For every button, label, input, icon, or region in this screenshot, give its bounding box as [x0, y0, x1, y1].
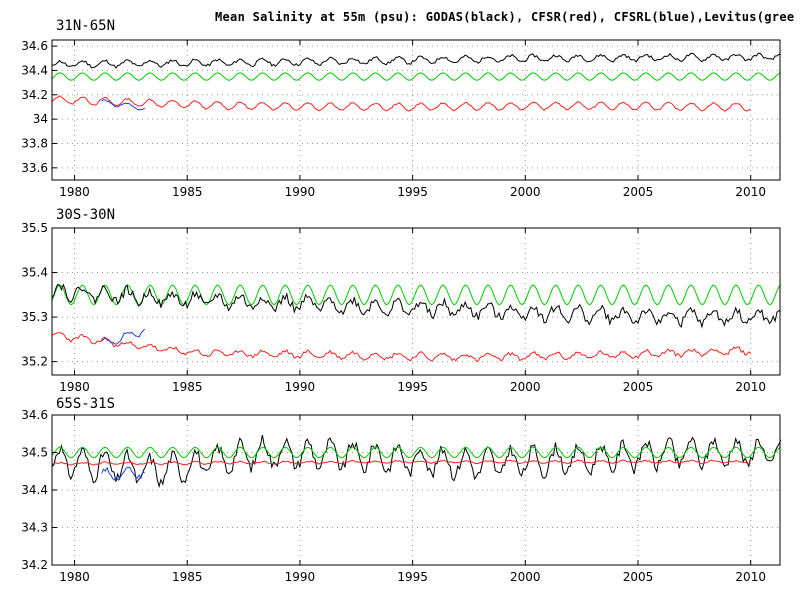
x-tick-label: 1985 [172, 570, 203, 584]
x-tick-label: 2005 [623, 380, 654, 394]
x-tick-label: 1995 [397, 185, 428, 199]
x-tick-label: 1995 [397, 380, 428, 394]
x-tick-label: 1985 [172, 380, 203, 394]
x-tick-label: 1980 [59, 185, 90, 199]
x-tick-label: 2005 [623, 185, 654, 199]
x-tick-label: 2010 [735, 380, 766, 394]
series-line-levitus [51, 284, 782, 306]
series-line-cfsrl [101, 99, 146, 111]
series-line-levitus [51, 72, 781, 81]
y-tick-label: 34.3 [21, 521, 48, 535]
y-tick-label: 34 [33, 112, 48, 126]
y-tick-label: 33.8 [21, 136, 48, 150]
panel-label: 30S-30N [56, 207, 115, 223]
x-tick-label: 2000 [510, 185, 541, 199]
y-tick-label: 35.2 [21, 355, 48, 369]
chart-title: Mean Salinity at 55m (psu): GODAS(black)… [215, 10, 795, 24]
panel-30s-30n: 30S-30N 1980 1985 1990 1995 2000 2005 2010 35.2 3… [21, 207, 782, 394]
series-line-levitus [51, 446, 782, 459]
series-line-godas [51, 52, 781, 69]
x-tick-label: 1990 [285, 380, 316, 394]
plot-frame [51, 39, 781, 181]
x-tick-label: 2000 [510, 570, 541, 584]
x-tick-label: 1980 [59, 570, 90, 584]
panel-65s-31s: 65S-31S 1980 1985 1990 1995 2000 2005 2010 34.2 3… [21, 396, 782, 584]
series-line-cfsrl [101, 466, 145, 482]
x-tick-label: 2010 [735, 185, 766, 199]
y-tick-label: 34.4 [21, 483, 48, 497]
y-tick-label: 35.4 [21, 266, 48, 280]
y-tick-label: 34.4 [21, 63, 48, 77]
panel-label: 31N-65N [56, 18, 115, 34]
series-line-cfsr [51, 332, 751, 362]
x-tick-label: 1995 [397, 570, 428, 584]
y-tick-label: 35.3 [21, 310, 48, 324]
series-line-godas [51, 435, 782, 489]
y-tick-label: 34.6 [21, 408, 48, 422]
x-tick-label: 1985 [172, 185, 203, 199]
y-tick-label: 33.6 [21, 161, 48, 175]
x-tick-label: 1990 [285, 185, 316, 199]
x-tick-label: 1980 [59, 380, 90, 394]
series-line-cfsr [51, 459, 751, 466]
y-tick-label: 34.2 [21, 558, 48, 572]
x-tick-label: 2010 [735, 570, 766, 584]
plot-frame [51, 414, 781, 566]
y-tick-label: 34.5 [21, 446, 48, 460]
x-tick-label: 1990 [285, 570, 316, 584]
y-tick-label: 35.5 [21, 221, 48, 235]
y-tick-label: 34.2 [21, 88, 48, 102]
panel-label: 65S-31S [56, 396, 115, 412]
x-tick-label: 2005 [623, 570, 654, 584]
series-line-cfsr [51, 95, 751, 112]
y-tick-label: 34.6 [21, 39, 48, 53]
series-line-cfsrl [101, 328, 146, 345]
panel-31n-65n: 31N-65N 1980 1985 1990 1995 2000 2005 2010 33.6 3… [21, 18, 781, 199]
series-line-godas [51, 283, 781, 329]
plot-frame [51, 227, 781, 376]
x-tick-label: 2000 [510, 380, 541, 394]
